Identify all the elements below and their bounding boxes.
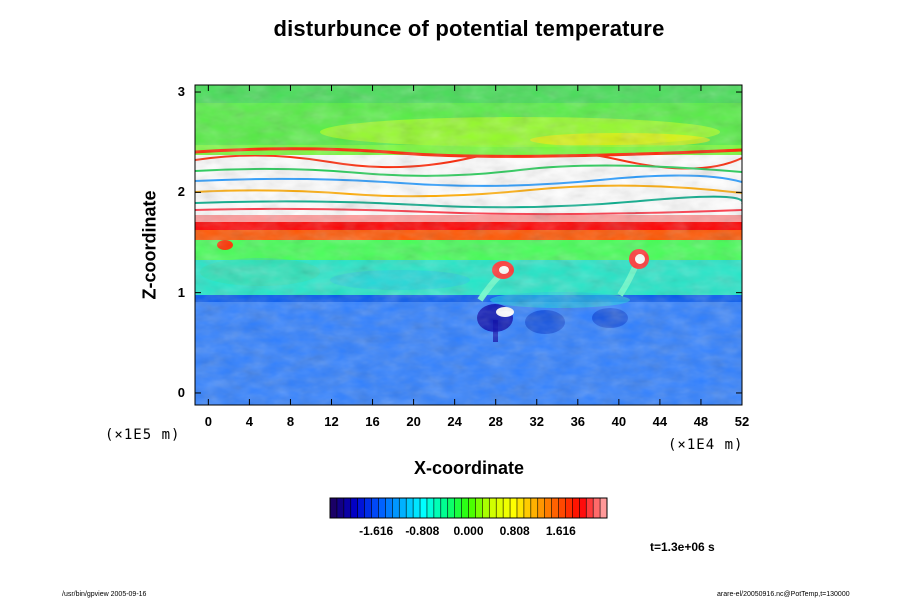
potential-temperature-field (195, 85, 742, 405)
colorbar-tick-label: 0.808 (499, 524, 530, 538)
colorbar (329, 497, 608, 519)
colorbar-swatch (523, 498, 532, 518)
y-tick-marks (195, 91, 742, 394)
colorbar-swatch (558, 498, 566, 518)
y-tick-label: 0 (177, 384, 185, 400)
colorbar-swatch (413, 498, 421, 518)
colorbar-swatch (572, 498, 580, 518)
y-axis-label: Z-coordinate (139, 190, 160, 300)
colorbar-swatch (364, 498, 373, 518)
x-tick-label: 40 (611, 414, 627, 429)
y-axis-unit: (×1E5 m) (105, 427, 181, 443)
colorbar-swatch (593, 498, 601, 518)
colorbar-tick-label: -1.616 (359, 524, 394, 538)
y-tick-label: 2 (177, 184, 185, 200)
colorbar-swatch (565, 498, 573, 518)
colorbar-swatch (433, 498, 442, 518)
x-tick-label: 44 (652, 414, 668, 429)
colorbar-swatch (385, 498, 393, 518)
colorbar-tick-label: -0.808 (405, 524, 440, 538)
colorbar-swatch (579, 498, 587, 518)
footer-right: arare-el/20050916.nc@PotTemp,t=130000 (717, 591, 850, 598)
colorbar-swatch (600, 498, 608, 518)
x-tick-label: 16 (365, 414, 380, 429)
x-tick-label: 12 (324, 414, 339, 429)
x-tick-label: 0 (204, 414, 212, 429)
colorbar-swatch (537, 498, 546, 518)
time-label: t=1.3e+06 s (650, 540, 715, 554)
x-tick-label: 32 (529, 414, 544, 429)
colorbar-swatch (454, 498, 463, 518)
colorbar-swatch (378, 498, 386, 518)
colorbar-swatch (530, 498, 539, 518)
colorbar-swatch (392, 498, 400, 518)
colorbar-swatch (503, 498, 511, 518)
chart-title: disturbunce of potential temperature (273, 16, 665, 41)
x-tick-label: 24 (447, 414, 462, 429)
colorbar-swatch (544, 498, 553, 518)
x-tick-label: 8 (286, 414, 295, 429)
x-tick-label: 36 (570, 414, 586, 429)
x-tick-label: 20 (406, 414, 421, 429)
x-axis-unit: (×1E4 m) (668, 437, 744, 453)
colorbar-swatch (420, 498, 428, 518)
x-axis-label: X-coordinate (413, 458, 524, 478)
colorbar-swatch (440, 498, 449, 518)
x-tick-label: 48 (693, 414, 709, 429)
colorbar-swatch (496, 498, 504, 518)
colorbar-tick-label: 1.616 (545, 524, 576, 538)
colorbar-swatch (461, 498, 469, 518)
x-tick-marks (207, 85, 743, 405)
y-tick-label: 1 (177, 284, 185, 300)
colorbar-swatch (357, 498, 366, 518)
colorbar-swatch (406, 498, 414, 518)
colorbar-swatch (399, 498, 407, 518)
colorbar-swatch (330, 498, 338, 518)
colorbar-swatch (510, 498, 518, 518)
y-tick-label: 3 (177, 84, 185, 100)
colorbar-swatch (482, 498, 490, 518)
x-tick-label: 52 (734, 414, 750, 429)
colorbar-swatch (551, 498, 560, 518)
colorbar-swatch (350, 498, 359, 518)
colorbar-swatch (371, 498, 379, 518)
colorbar-frame (329, 497, 608, 519)
colorbar-swatch (475, 498, 483, 518)
colorbar-swatch (447, 498, 456, 518)
colorbar-swatch (586, 498, 594, 518)
plot-frame (194, 84, 743, 406)
colorbar-swatch (426, 498, 435, 518)
x-tick-label: 28 (488, 414, 503, 429)
colorbar-tick-label: 0.000 (453, 524, 484, 538)
colorbar-swatch (489, 498, 497, 518)
colorbar-swatch (343, 498, 352, 518)
colorbar-swatch (336, 498, 345, 518)
colorbar-swatch (516, 498, 525, 518)
x-tick-label: 4 (245, 414, 253, 429)
colorbar-swatch (468, 498, 476, 518)
footer-left: /usr/bin/gpview 2005-09-16 (62, 591, 147, 598)
